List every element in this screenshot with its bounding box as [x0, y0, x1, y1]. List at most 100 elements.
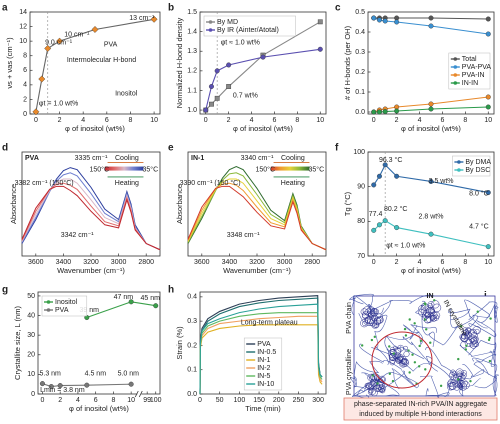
crystallite-coil	[366, 315, 375, 325]
x-tick-label: 150	[253, 397, 265, 404]
annotation: Cooling	[281, 155, 305, 162]
spectrum	[187, 182, 327, 251]
pva-chain	[419, 375, 450, 399]
marker	[128, 381, 134, 387]
inositol-dot	[464, 348, 468, 351]
inositol-dot	[371, 374, 375, 377]
crystallite-coil	[430, 315, 436, 321]
pva-chain	[367, 294, 435, 319]
marker	[153, 303, 159, 309]
temperature-bar	[104, 166, 144, 171]
inositol-dot	[411, 353, 414, 356]
panel-letter: a	[2, 3, 8, 14]
plot-frame	[367, 11, 495, 115]
legend-marker	[453, 65, 458, 69]
diagram-label: PVA chain	[346, 302, 353, 334]
x-tick-label: 4	[76, 397, 80, 404]
x-tick-label: 8	[111, 397, 115, 404]
annotation: 80.2 °C	[384, 205, 407, 213]
marker	[428, 178, 434, 184]
marker	[57, 383, 63, 389]
y-tick-label: 0.2	[355, 69, 365, 76]
annotation: Intermolecular H-bond	[67, 57, 136, 64]
y-tick-label: 0.3	[355, 49, 365, 56]
crystallite-coil	[451, 370, 457, 376]
x-tick-label: 3600	[194, 259, 210, 266]
pva-chain	[358, 313, 389, 366]
crystallite-coil	[432, 303, 442, 312]
x-axis-label: φ of inositol (wt%)	[69, 404, 129, 413]
x-tick-label: 10	[484, 259, 492, 266]
legend-label: IN-1	[257, 357, 270, 364]
legend-label: IN-IN	[462, 80, 478, 87]
y-tick-label: 0.1	[187, 367, 197, 374]
legend-label: Inositol	[55, 299, 78, 306]
legend-marker	[453, 57, 458, 61]
y-tick-label: 14	[19, 9, 27, 16]
plot-frame	[367, 151, 495, 257]
x-tick-label: 3400	[222, 259, 238, 266]
marker	[428, 101, 434, 107]
x-tick-label: 3200	[249, 259, 265, 266]
crystallite-coil	[456, 370, 464, 378]
crystallite-coil	[377, 377, 383, 383]
inositol-dot	[469, 379, 472, 383]
temperature-bar	[270, 166, 310, 171]
x-axis-label: φ of inositol (wt%)	[401, 266, 461, 275]
annotation: 96.3 °C	[379, 156, 402, 164]
x-tick-label: 8	[463, 259, 467, 266]
marker	[485, 31, 491, 37]
legend-marker	[453, 81, 458, 85]
y-tick-label: 0	[31, 391, 35, 398]
annotation: 39 nm	[80, 307, 100, 314]
crystallite-coil	[460, 379, 468, 387]
y-tick-label: 80	[357, 218, 365, 225]
y-axis-label: # of H-bonds (per OH)	[343, 25, 352, 100]
x-tick-label: 10	[127, 397, 135, 404]
x-tick-label: 0	[204, 117, 208, 124]
marker	[150, 15, 158, 23]
crystallite-coil	[460, 372, 467, 379]
x-tick-label: 2800	[304, 259, 320, 266]
y-tick-label: 0	[23, 111, 27, 118]
y-axis-label: Normalized H-bond density	[175, 18, 184, 109]
inositol-dot	[404, 334, 408, 337]
legend-marker	[208, 28, 213, 32]
x-tick-label: 10	[484, 117, 492, 124]
series-line	[199, 303, 323, 395]
pva-chain	[359, 343, 419, 392]
x-tick-label: 6	[273, 117, 277, 124]
x-axis-label: Wavenumber (cm⁻¹)	[223, 266, 291, 275]
x-tick-label: 3000	[111, 259, 127, 266]
x-tick-label: 99	[143, 397, 151, 404]
series-line	[205, 48, 321, 111]
marker	[84, 382, 90, 388]
inositol-dot	[488, 336, 491, 340]
panel-letter: c	[335, 3, 341, 14]
annotation: 8.0 °C	[469, 189, 489, 197]
crystallite-coil	[361, 320, 367, 326]
crystallite-coil	[375, 313, 384, 322]
marker	[394, 19, 400, 25]
x-tick-label: 3200	[83, 259, 99, 266]
crystallite-coil	[401, 359, 409, 367]
crystallite-coil	[373, 308, 379, 315]
crystallite-coil	[459, 333, 467, 341]
crystallite-coil	[447, 378, 456, 387]
inositol-dot	[457, 378, 460, 381]
inositol-dot	[388, 345, 391, 348]
y-tick-label: 0.0	[355, 109, 365, 116]
annotation: 4.5 nm	[85, 370, 107, 377]
marker	[128, 299, 134, 305]
marker	[260, 54, 266, 60]
annotation: 77.4	[369, 211, 383, 218]
crystallite-coil	[389, 359, 396, 366]
annotation: Long-term plateau	[241, 319, 298, 326]
caption: induced by multiple H-bond interactions	[359, 411, 482, 418]
pva-chain	[473, 350, 499, 378]
panel-letter: f	[335, 143, 339, 154]
series-line	[35, 18, 155, 112]
legend-label: PVA	[257, 341, 271, 348]
crystallite-coil	[427, 301, 435, 308]
